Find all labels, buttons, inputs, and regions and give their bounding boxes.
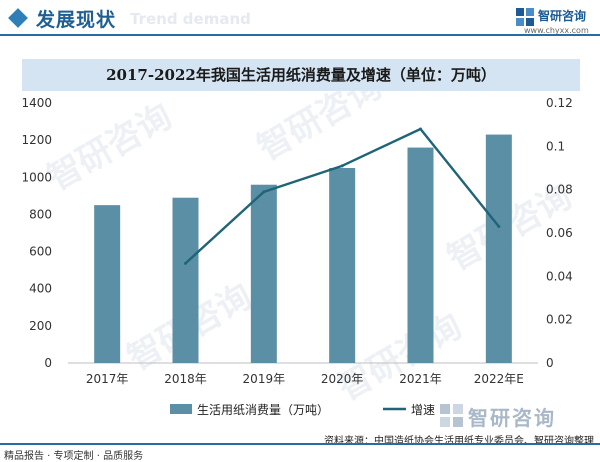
bar-consumption [250,184,277,363]
chart: 0 200 400 600 800 1000 1200 1400 0 0.02 0.04 0.06 0.… [21,96,573,417]
bar-consumption [172,197,199,363]
brand-logo-icon [516,8,534,26]
y-left-tick-label: 1200 [21,133,52,147]
y-left-tick-label: 1400 [21,96,52,110]
section-title: 发展现状 [36,9,117,31]
y-right-tick-label: 0.08 [546,183,573,197]
bar-consumption [329,168,356,363]
bar-consumption [94,205,121,363]
point-growth-rate [497,225,501,228]
y-left-tick-label: 400 [29,282,52,296]
footer-tagline: 精品报告 · 专项定制 · 品质服务 [4,451,144,462]
x-tick-label: 2019年 [243,372,286,386]
y-right-tick-label: 0.12 [546,96,573,110]
point-growth-rate [340,164,344,168]
y-left-tick-label: 1000 [21,170,52,184]
y-left-tick-label: 200 [29,319,52,333]
point-growth-rate [184,261,187,265]
point-growth-rate [262,190,266,194]
header-watermark: Trend demand [130,10,251,28]
page-header: Trend demand 发展现状 智研咨询 www.chyxx.com [0,0,600,40]
x-tick-label: 2022年E [474,372,524,386]
brand-name: 智研咨询 [538,9,587,23]
brand-url: www.chyxx.com [524,26,589,35]
y-right-tick-label: 0.06 [546,226,573,240]
chart-title: 2017-2022年我国生活用纸消费量及增速（单位：万吨） [106,66,496,84]
source-logo: 智研咨询 [440,402,596,432]
brand-logo: 智研咨询 www.chyxx.com [516,5,596,39]
y-left-tick-label: 0 [44,356,52,370]
footer-divider [0,443,600,445]
x-tick-label: 2018年 [164,372,207,386]
point-growth-rate [419,127,422,131]
header-divider [0,34,600,36]
y-right-tick-label: 0.04 [546,269,573,283]
legend-label-bar: 生活用纸消费量（万吨） [197,403,329,417]
chart-title-bar: 2017-2022年我国生活用纸消费量及增速（单位：万吨） [22,59,580,91]
data-source: 资料来源：中国造纸协会生活用纸专业委员会、智研咨询整理 [324,436,594,447]
legend-label-line: 增速 [411,403,435,417]
brand-logo-icon [440,404,463,427]
legend-swatch-bar [170,404,192,414]
y-left-tick-label: 600 [29,245,52,259]
y-left-tick-label: 800 [29,207,52,221]
y-right-tick-label: 0.1 [546,139,565,153]
x-tick-label: 2017年 [86,372,129,386]
bar-consumption [485,134,512,363]
bar-consumption [407,147,434,363]
y-right-tick-label: 0 [546,356,554,370]
source-logo-name: 智研咨询 [468,406,556,430]
page-footer: 资料来源：中国造纸协会生活用纸专业委员会、智研咨询整理 精品报告 · 专项定制 … [0,436,600,462]
y-right-tick-label: 0.02 [546,313,573,327]
x-tick-label: 2020年 [321,372,364,386]
x-tick-label: 2021年 [399,372,442,386]
